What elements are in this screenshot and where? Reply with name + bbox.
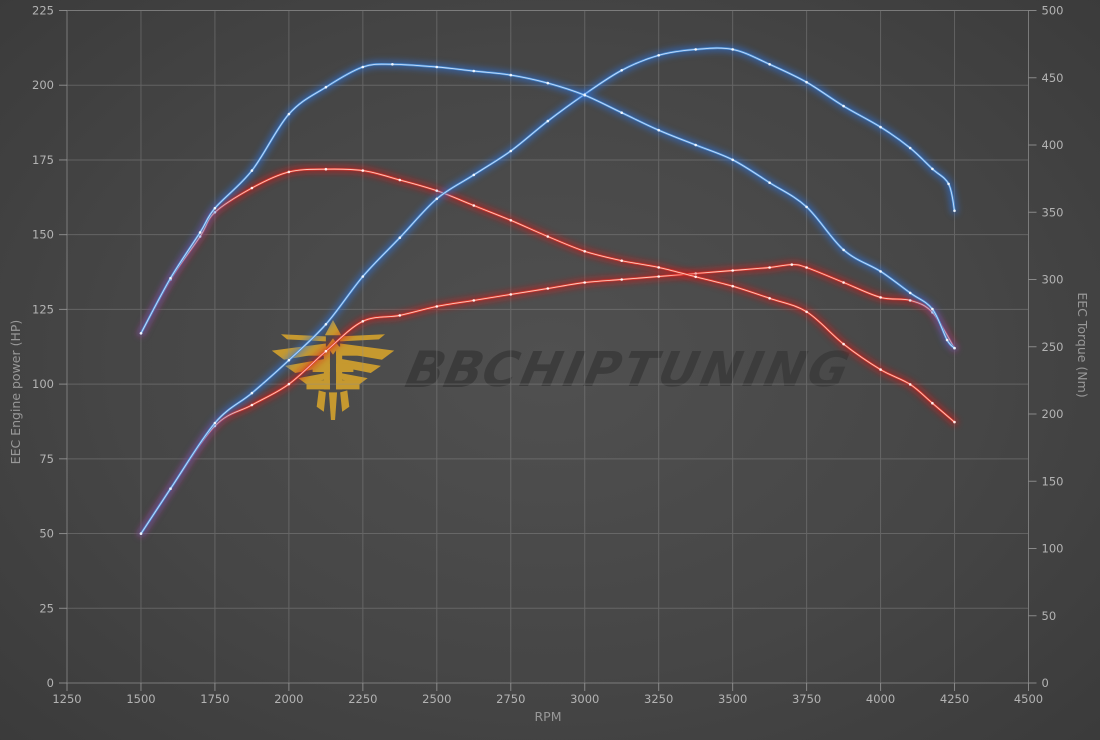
tick-labels: 0255075100125150175200225050100150200250…	[32, 4, 1063, 707]
series-3	[137, 60, 958, 352]
x-axis-tick-label: 2750	[496, 692, 525, 706]
x-axis-tick-label: 4250	[940, 692, 969, 706]
x-axis-tick-label: 2000	[274, 692, 303, 706]
x-axis-tick-label: 1250	[52, 692, 81, 706]
x-axis-tick-label: 3750	[792, 692, 821, 706]
x-axis-tick-label: 3250	[644, 692, 673, 706]
left-axis-tick-label: 75	[39, 452, 54, 466]
x-axis-tick-label: 4000	[866, 692, 895, 706]
right-axis-tick-label: 250	[1042, 340, 1064, 354]
series-1	[137, 165, 958, 426]
right-axis-tick-label: 0	[1042, 676, 1049, 690]
left-axis-tick-label: 0	[47, 676, 54, 690]
right-axis-tick-label: 150	[1042, 474, 1064, 488]
right-axis-tick-label: 300	[1042, 273, 1064, 287]
left-axis-tick-label: 225	[32, 4, 54, 18]
series-1-markers	[139, 167, 956, 424]
right-axis-tick-label: 350	[1042, 205, 1064, 219]
x-axis-title: RPM	[534, 709, 561, 724]
x-axis-tick-label: 1750	[200, 692, 229, 706]
left-axis-tick-label: 125	[32, 302, 54, 316]
left-axis-tick-label: 200	[32, 78, 54, 92]
right-axis-title: EEC Torque (Nm)	[1075, 292, 1090, 397]
right-axis-tick-label: 200	[1042, 407, 1064, 421]
plot-border	[66, 10, 1029, 684]
right-axis-tick-label: 400	[1042, 138, 1064, 152]
left-axis-tick-label: 150	[32, 228, 54, 242]
left-axis-tick-label: 25	[39, 601, 54, 615]
tick-marks	[59, 10, 1037, 691]
right-axis-tick-label: 500	[1042, 4, 1064, 18]
series-0	[137, 261, 958, 538]
left-axis-title: EEC Engine power (HP)	[8, 320, 23, 465]
left-axis-tick-label: 175	[32, 153, 54, 167]
series-2-markers	[139, 48, 956, 535]
x-axis-tick-label: 2500	[422, 692, 451, 706]
x-axis-tick-label: 4500	[1014, 692, 1043, 706]
left-axis-tick-label: 100	[32, 377, 54, 391]
series-3-markers	[139, 63, 956, 350]
axis-titles: RPM EEC Engine power (HP) EEC Torque (Nm)	[8, 292, 1090, 724]
right-axis-tick-label: 450	[1042, 71, 1064, 85]
x-axis-tick-label: 2250	[348, 692, 377, 706]
x-axis-tick-label: 1500	[126, 692, 155, 706]
x-axis-tick-label: 3500	[718, 692, 747, 706]
left-axis-tick-label: 50	[39, 527, 54, 541]
right-axis-tick-label: 50	[1042, 609, 1057, 623]
right-axis-tick-label: 100	[1042, 542, 1064, 556]
grid-lines	[66, 10, 1029, 684]
x-axis-tick-label: 3000	[570, 692, 599, 706]
